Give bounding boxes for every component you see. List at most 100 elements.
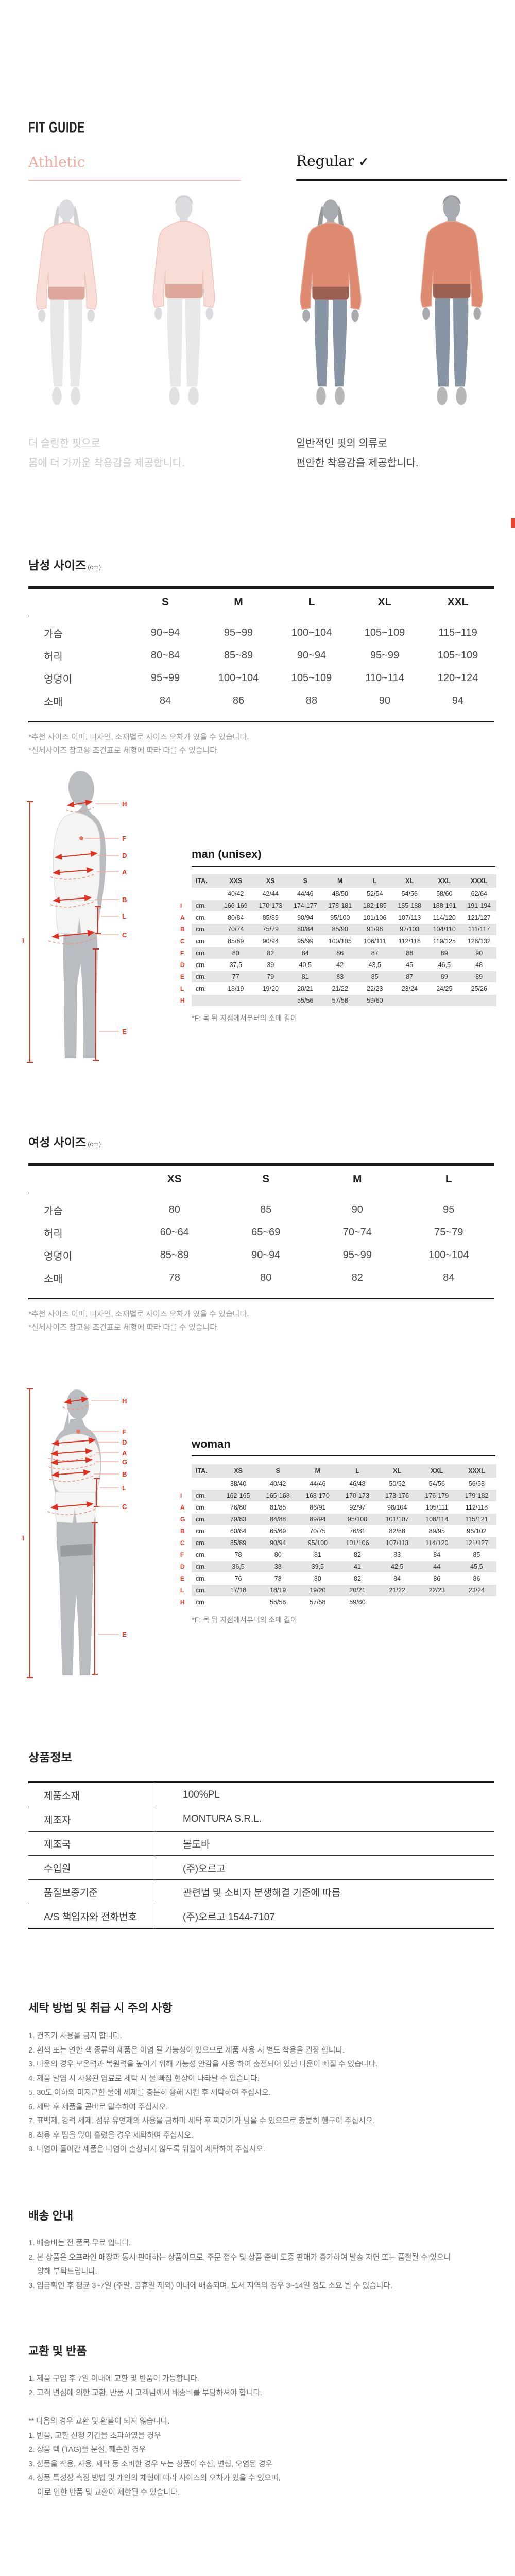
- row-body: cm. 77 79 81 83 85 87 89 89: [192, 971, 496, 982]
- cell-value: 78: [274, 1575, 282, 1582]
- fit-option-regular-label: Regular: [296, 152, 354, 170]
- list-item: 1. 반품, 교환 신청 기간을 초과하였을 경우: [28, 2431, 161, 2440]
- cell-value: 90/94: [262, 938, 279, 945]
- cell-value: 24/25: [436, 985, 453, 992]
- measure-label: H: [122, 800, 127, 808]
- cell-value: 182-185: [363, 902, 387, 909]
- cell-value: 40/42: [270, 1480, 286, 1487]
- cell-value: 80~84: [150, 649, 180, 661]
- size-table-header-row: XS S M L: [28, 1166, 494, 1193]
- row-key: C: [180, 938, 185, 945]
- measure-label: D: [122, 1438, 127, 1446]
- row-label: 허리: [44, 651, 63, 663]
- size-table-body: 가슴 80 85 90 95 허리 60~64 65~69 70~74 75~79 엉덩이 85~89…: [28, 1193, 494, 1298]
- cell-value: 57/58: [310, 1599, 326, 1606]
- cell-value: 90~94: [251, 1249, 281, 1261]
- unit-cell: cm.: [196, 938, 207, 945]
- row-key: D: [180, 961, 185, 969]
- cell-value: 178-181: [328, 902, 352, 909]
- row-body: cm. 36,5 38 39,5 41 42,5 44 45,5: [192, 1561, 496, 1572]
- cell-value: 39: [267, 961, 274, 969]
- cell-value: 108/114: [425, 1516, 449, 1523]
- cell-value: 104/110: [433, 926, 456, 933]
- cell-value: 42/44: [262, 890, 279, 897]
- measure-label: C: [122, 931, 127, 939]
- cell-value: 80: [168, 1204, 180, 1215]
- cell-value: 86/91: [310, 1504, 326, 1511]
- footnote: *신체사이즈 참고용 조건표로 체형에 따라 다를 수 있습니다.: [28, 746, 219, 755]
- regular-desc-line1: 일반적인 핏의 의류로: [296, 438, 387, 449]
- measure-label: A: [122, 868, 127, 876]
- women-size-title: 여성 사이즈 (cm): [28, 1132, 494, 1150]
- fit-option-regular[interactable]: Regular ✓: [296, 152, 369, 170]
- cell-value: 120~124: [437, 672, 478, 684]
- row-body: cm. 37,5 39 40,5 42 43,5 45 46,5 48: [192, 959, 496, 971]
- cell-value: 44/46: [297, 890, 314, 897]
- cell-value: 38: [274, 1563, 282, 1570]
- row-label: 소매: [44, 696, 63, 708]
- column-header: L: [308, 596, 315, 608]
- list-item: 2. 상품 텍 (TAG)을 분실, 훼손한 경우: [28, 2445, 146, 2454]
- athletic-female-figure: [36, 199, 97, 405]
- cell-value: 80: [274, 1551, 282, 1558]
- cell-value: 75/79: [262, 926, 279, 933]
- info-label: 제조국: [28, 1832, 154, 1855]
- footnote: *추천 사이즈 이며, 디자인, 소재별로 사이즈 오차가 있을 수 있습니다.: [28, 733, 249, 741]
- cell-value: 56/58: [468, 1480, 485, 1487]
- cell-value: 85~89: [160, 1249, 189, 1261]
- edge-marker: [511, 518, 515, 528]
- cell-value: 65/69: [270, 1528, 286, 1535]
- cell-value: 86: [433, 1575, 441, 1582]
- cell-value: 95/100: [347, 1516, 368, 1523]
- row-body: cm. 162-165 165-168 168-170 170-173 173-176 17…: [192, 1490, 496, 1501]
- cell-value: 44: [433, 1563, 441, 1570]
- product-info-row: 제조자 MONTURA S.R.L.: [28, 1807, 494, 1832]
- unit-cell: cm.: [196, 973, 207, 980]
- check-icon: ✓: [358, 155, 369, 168]
- row-label: 허리: [44, 1228, 63, 1240]
- cell-value: 115/121: [465, 1516, 488, 1523]
- cell-value: 126/132: [467, 938, 491, 945]
- measure-label: H: [122, 1397, 127, 1405]
- footnote: *추천 사이즈 이며, 디자인, 소재별로 사이즈 오차가 있을 수 있습니다.: [28, 1310, 249, 1318]
- list-item: 3. 입금확인 후 평균 3~7일 (주말, 공휴일 제외) 이내에 배송되며,…: [28, 2281, 392, 2290]
- cell-value: 62/64: [471, 890, 487, 897]
- cell-value: 176-179: [425, 1492, 449, 1499]
- cell-value: 40/42: [228, 890, 244, 897]
- column-header: XS: [234, 1467, 243, 1475]
- info-label: 수입원: [28, 1856, 154, 1879]
- column-header: XL: [393, 1467, 402, 1475]
- row-key: G: [180, 1516, 185, 1523]
- cell-value: 70/74: [228, 926, 244, 933]
- unit-cell: cm.: [196, 1563, 207, 1570]
- cell-value: 59/60: [367, 997, 383, 1004]
- row-key: [180, 874, 192, 888]
- shipping-title: 배송 안내: [28, 2209, 74, 2222]
- footnote: *신체사이즈 참고용 조건표로 체형에 따라 다를 수 있습니다.: [28, 1323, 219, 1332]
- cell-value: 84: [393, 1575, 401, 1582]
- column-header: XL: [377, 596, 392, 608]
- regular-desc-line2: 편안한 착용감을 제공합니다.: [296, 457, 419, 469]
- cell-value: 22/23: [428, 1587, 445, 1594]
- cell-value: 84: [443, 1272, 455, 1283]
- column-header: S: [303, 877, 307, 885]
- column-header: M: [337, 877, 343, 885]
- cell-value: 107/113: [398, 914, 421, 921]
- info-value: 100%PL: [183, 1789, 220, 1800]
- table-row: 소매 78 80 82 84: [28, 1266, 494, 1289]
- cell-value: 36,5: [232, 1563, 245, 1570]
- column-header: XXL: [431, 1467, 443, 1475]
- fit-option-athletic[interactable]: Athletic: [28, 154, 85, 171]
- list-item: 7. 표백제, 강력 세제, 섬유 유연제의 사용을 금하며 세탁 후 찌꺼기가…: [28, 2116, 375, 2125]
- info-value: 관련법 및 소비자 분쟁해결 기준에 따름: [183, 1887, 341, 1899]
- list-item: 양해 부탁드립니다.: [37, 2267, 97, 2276]
- cell-value: 100/105: [328, 938, 352, 945]
- cell-value: 86: [232, 694, 245, 706]
- cell-value: 90~94: [150, 626, 180, 638]
